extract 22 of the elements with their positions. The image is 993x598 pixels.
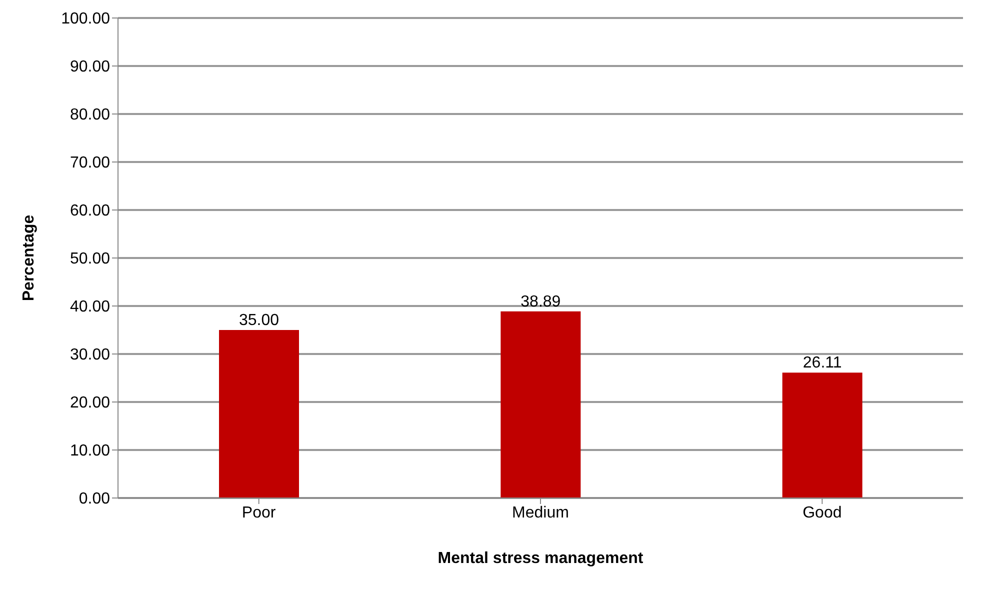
bar bbox=[500, 311, 581, 498]
y-tick-label: 50.00 bbox=[70, 250, 110, 268]
x-axis-title: Mental stress management bbox=[438, 550, 644, 567]
data-label: 26.11 bbox=[802, 354, 842, 372]
y-tick-label: 90.00 bbox=[70, 58, 110, 76]
x-tick-label: Poor bbox=[242, 504, 276, 522]
y-tick-label: 60.00 bbox=[70, 202, 110, 220]
y-tick-label: 20.00 bbox=[70, 394, 110, 412]
y-tick-label: 10.00 bbox=[70, 442, 110, 460]
y-tick-label: 0.00 bbox=[78, 490, 110, 508]
bar bbox=[782, 372, 862, 498]
data-label: 38.89 bbox=[520, 293, 561, 310]
x-tick-label: Medium bbox=[512, 504, 569, 522]
data-label: 35.00 bbox=[238, 312, 280, 329]
y-axis-title: Percentage bbox=[20, 214, 38, 302]
y-tick-label: 100.00 bbox=[61, 10, 110, 28]
bar bbox=[219, 330, 299, 498]
y-tick-label: 80.00 bbox=[70, 106, 110, 124]
y-tick-label: 30.00 bbox=[70, 346, 110, 364]
x-tick-label: Good bbox=[802, 504, 842, 522]
y-tick-label: 40.00 bbox=[70, 298, 110, 316]
y-tick-label: 70.00 bbox=[70, 154, 110, 172]
